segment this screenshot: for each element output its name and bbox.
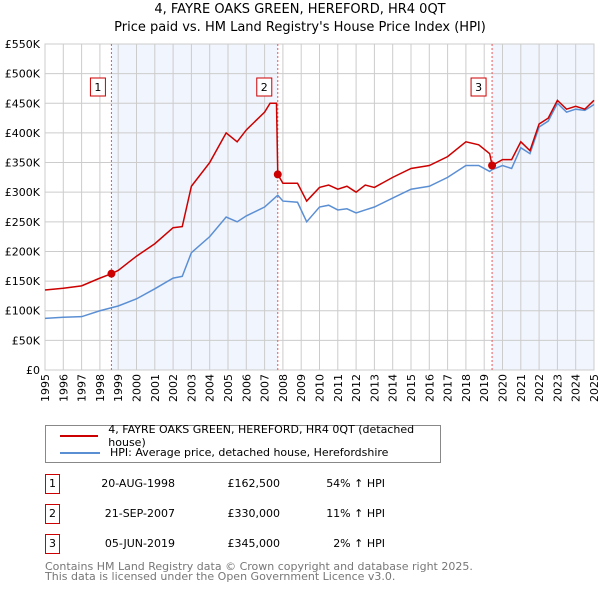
sale-point [107,269,116,278]
x-tick-label: 2019 [478,374,491,402]
legend-label: 4, FAYRE OAKS GREEN, HEREFORD, HR4 0QT (… [108,422,415,449]
x-tick-label: 2014 [387,374,400,402]
shaded-period [111,44,278,370]
x-tick-label: 2001 [149,374,162,402]
y-tick-label: £0 [26,364,40,377]
x-tick-label: 2000 [131,374,144,402]
sale-marker-badge: 2 [45,504,60,524]
x-tick-label: 2022 [533,374,546,402]
x-tick-label: 2023 [551,374,564,402]
y-tick-label: £450K [5,97,41,110]
sale-marker-box [89,77,106,97]
chart-title: 4, FAYRE OAKS GREEN, HEREFORD, HR4 0QT [154,2,446,17]
x-tick-label: 2008 [277,374,290,402]
sale-point [488,161,497,170]
y-tick-label: £550K [5,38,41,51]
x-tick-label: 2010 [314,374,327,402]
series-line-hpi [44,102,595,320]
y-tick-label: £100K [5,305,41,318]
x-tick-label: 2011 [332,374,345,402]
hpi-diff: 54% ↑ HPI [326,477,385,490]
legend-swatch-blue [60,451,100,454]
x-tick-label: 2018 [460,374,473,402]
x-tick-label: 1999 [112,374,125,402]
y-tick-label: £500K [5,68,41,81]
price-chart: 1995 1996 1997 1998 1999 2000 2001 2002 2003 2004… [5,38,600,402]
legend-item-property: 4, FAYRE OAKS GREEN, HEREFORD, HR4 0QT (… [60,423,440,449]
y-tick-label: £250K [5,216,41,229]
legend-label: HPI: Average price, detached house, Here… [110,446,389,459]
series-line-property [44,99,595,291]
y-tick-label: £350K [5,157,41,170]
plot-border [44,43,595,371]
x-tick-label: 1995 [39,374,52,402]
x-tick-label: 2024 [570,374,583,402]
sale-marker-label: 1 [94,81,101,94]
legend: 4, FAYRE OAKS GREEN, HEREFORD, HR4 0QT (… [45,423,441,463]
x-tick-label: 2017 [442,374,455,402]
x-tick-label: 2021 [515,374,528,402]
x-tick-label: 2005 [222,374,235,402]
sale-marker-label: 2 [261,81,268,94]
x-tick-label: 1996 [57,374,70,402]
x-tick-label: 2009 [295,374,308,402]
sale-marker-label: 3 [475,81,482,94]
x-tick-label: 1997 [76,374,89,402]
x-tick-label: 2003 [185,374,198,402]
sale-point [273,170,282,179]
x-tick-label: 1998 [94,374,107,402]
x-tick-label: 2012 [350,374,363,402]
x-tick-label: 2006 [240,374,253,402]
y-tick-label: £150K [5,275,41,288]
sale-marker-box [470,77,487,97]
sale-date: 20-AUG-1998 [101,477,175,490]
x-tick-label: 2013 [368,374,381,402]
sale-date: 05-JUN-2019 [104,537,175,550]
x-tick-label: 2016 [423,374,436,402]
y-tick-label: £200K [5,245,41,258]
sale-price: £345,000 [227,537,281,550]
sale-date: 21-SEP-2007 [104,507,175,520]
chart-subtitle: Price paid vs. HM Land Registry's House … [114,20,486,35]
x-tick-label: 2025 [588,374,600,402]
legend-item-hpi: HPI: Average price, detached house, Here… [60,444,388,461]
x-tick-label: 2007 [259,374,272,402]
sale-price: £330,000 [227,507,281,520]
footer-licence: This data is licensed under the Open Gov… [45,570,396,583]
y-tick-label: £50K [12,334,41,347]
sale-marker-box [256,77,273,97]
x-tick-label: 2002 [167,374,180,402]
y-tick-label: £300K [5,186,41,199]
sale-price: £162,500 [227,477,281,490]
shaded-period [492,44,594,370]
legend-swatch-red [60,434,99,437]
hpi-diff: 2% ↑ HPI [333,537,385,550]
x-tick-label: 2015 [405,374,418,402]
x-tick-label: 2004 [204,374,217,402]
sale-marker-badge: 1 [45,474,60,494]
y-tick-label: £400K [5,127,41,140]
footer-copyright: Contains HM Land Registry data © Crown c… [45,560,473,573]
x-tick-label: 2020 [497,374,510,402]
hpi-diff: 11% ↑ HPI [326,507,385,520]
sale-marker-badge: 3 [45,534,60,554]
